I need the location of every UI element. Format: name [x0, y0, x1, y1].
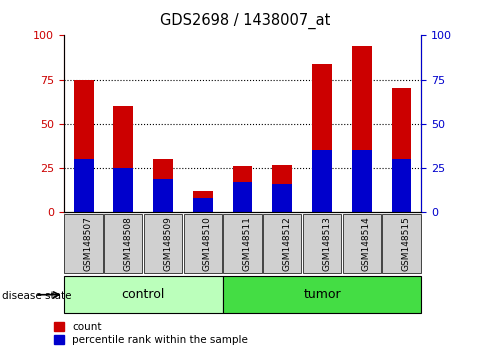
Text: GSM148511: GSM148511 — [243, 216, 251, 271]
Text: GSM148515: GSM148515 — [401, 216, 411, 271]
Text: GSM148513: GSM148513 — [322, 216, 331, 271]
Text: GSM148509: GSM148509 — [163, 216, 172, 271]
Bar — [113, 106, 133, 212]
Bar — [193, 191, 213, 212]
Text: GSM148512: GSM148512 — [282, 216, 291, 271]
Bar — [144, 214, 182, 273]
Bar — [153, 159, 173, 212]
Bar — [233, 166, 252, 212]
Bar — [104, 214, 143, 273]
Bar — [64, 276, 222, 313]
Bar — [272, 165, 292, 212]
Text: control: control — [122, 288, 165, 301]
Bar — [74, 159, 94, 212]
Bar — [233, 182, 252, 212]
Text: GSM148510: GSM148510 — [203, 216, 212, 271]
Bar — [113, 168, 133, 212]
Text: GSM148514: GSM148514 — [362, 216, 371, 271]
Bar — [392, 159, 412, 212]
Bar — [312, 64, 332, 212]
Bar — [263, 214, 301, 273]
Text: GSM148508: GSM148508 — [123, 216, 132, 271]
Legend: count, percentile rank within the sample: count, percentile rank within the sample — [54, 322, 248, 345]
Text: tumor: tumor — [303, 288, 341, 301]
Text: GSM148507: GSM148507 — [84, 216, 93, 271]
Bar — [193, 198, 213, 212]
Bar — [222, 276, 421, 313]
Bar — [64, 214, 103, 273]
Bar — [352, 46, 372, 212]
Bar — [343, 214, 381, 273]
Bar — [392, 88, 412, 212]
Bar — [153, 179, 173, 212]
Bar — [74, 80, 94, 212]
Bar — [184, 214, 222, 273]
Text: disease state: disease state — [2, 291, 72, 301]
Bar — [272, 184, 292, 212]
Text: GDS2698 / 1438007_at: GDS2698 / 1438007_at — [160, 12, 330, 29]
Bar — [303, 214, 341, 273]
Bar — [223, 214, 262, 273]
Bar — [352, 150, 372, 212]
Bar — [382, 214, 421, 273]
Bar — [312, 150, 332, 212]
